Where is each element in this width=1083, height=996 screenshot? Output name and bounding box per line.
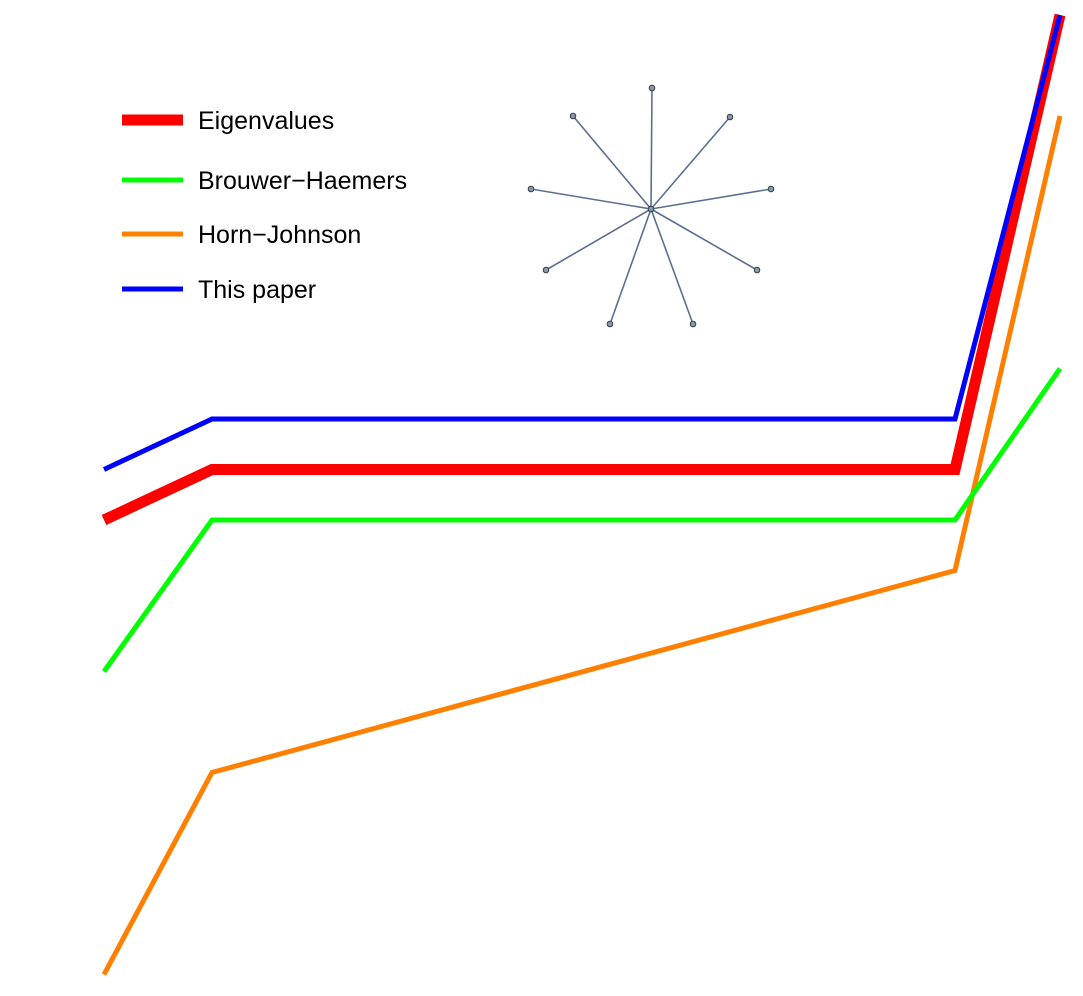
legend-label-2: Horn−Johnson xyxy=(198,221,361,249)
inset-edge-5 xyxy=(609,208,652,325)
inset-leaf-node-6 xyxy=(542,266,550,274)
inset-edge-0 xyxy=(650,87,653,210)
inset-edge-4 xyxy=(650,208,694,325)
inset-leaf-node-4 xyxy=(689,320,697,328)
series-line-horn-johnson xyxy=(101,115,1063,976)
inset-center-node xyxy=(647,205,655,213)
inset-edge-1 xyxy=(650,116,731,210)
series-line-this-paper xyxy=(102,14,1063,472)
inset-edge-7 xyxy=(530,188,652,210)
inset-leaf-node-2 xyxy=(767,185,775,193)
inset-leaf-node-7 xyxy=(527,185,535,193)
inset-leaf-node-8 xyxy=(569,112,577,120)
inset-leaf-node-1 xyxy=(726,113,734,121)
legend: Eigenvalues Brouwer−Haemers Horn−Johnson Th… xyxy=(122,107,407,304)
series-line-brouwer-haemers xyxy=(101,367,1063,673)
series-layer xyxy=(101,13,1066,976)
series-line-eigenvalues xyxy=(101,13,1066,525)
inset-leaf-node-3 xyxy=(753,266,761,274)
inset-leaf-node-5 xyxy=(606,320,614,328)
inset-star-graph xyxy=(527,84,775,328)
inset-edge-6 xyxy=(545,208,652,271)
legend-label-3: This paper xyxy=(198,276,316,304)
inset-edge-2 xyxy=(650,188,772,210)
inset-edge-3 xyxy=(650,208,758,271)
legend-label-1: Brouwer−Haemers xyxy=(198,167,407,195)
inset-leaf-node-0 xyxy=(648,84,656,92)
legend-label-0: Eigenvalues xyxy=(198,107,334,135)
inset-edge-8 xyxy=(572,115,652,210)
